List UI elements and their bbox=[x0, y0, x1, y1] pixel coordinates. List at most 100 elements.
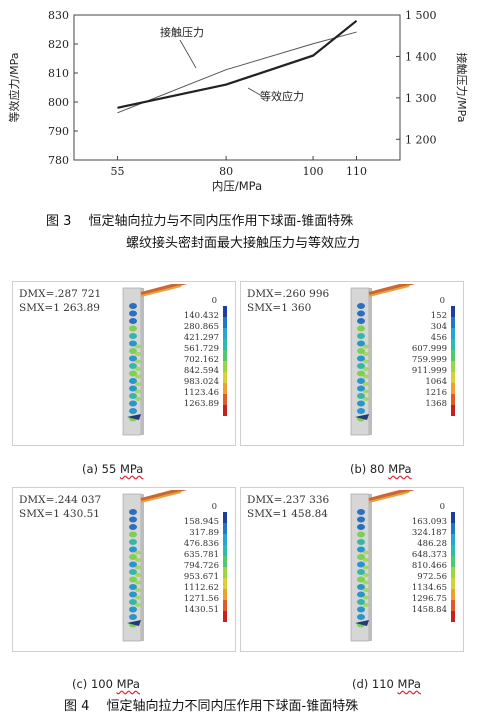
panel-subcaption: (c) 100 MPa bbox=[72, 677, 140, 691]
legend-color-swatch bbox=[451, 317, 455, 328]
x-tick-label: 55 bbox=[110, 165, 124, 178]
legend-value-label: 1430.51 bbox=[183, 605, 219, 615]
legend-value-label: 1271.56 bbox=[183, 594, 219, 604]
smx-label: SMX=1 263.89 bbox=[19, 302, 100, 314]
fig3-line-chart: 55 80 100 110 780 790 800 810 820 830 1 200 1 300 1 … bbox=[7, 9, 469, 193]
legend-value-label: 953.671 bbox=[183, 572, 219, 582]
legend-value-label: 842.594 bbox=[183, 366, 219, 376]
smx-label: SMX=1 430.51 bbox=[19, 508, 100, 520]
legend-value-label: 648.373 bbox=[411, 550, 447, 560]
legend-color-swatch bbox=[223, 383, 227, 394]
y-tick-label: 810 bbox=[48, 67, 69, 80]
annotation-equiv-leader bbox=[247, 87, 263, 97]
legend-color-swatch bbox=[223, 339, 227, 350]
legend-value-label: 1064 bbox=[425, 377, 447, 387]
legend-value-label: 972.56 bbox=[417, 572, 447, 582]
legend-color-swatch bbox=[223, 306, 227, 317]
legend-color-swatch bbox=[451, 328, 455, 339]
legend-color-swatch bbox=[223, 534, 227, 545]
legend-zero-label: 0 bbox=[211, 502, 217, 512]
legend-value-label: 158.945 bbox=[183, 517, 219, 527]
legend-color-swatch bbox=[451, 372, 455, 383]
legend-value-label: 759.999 bbox=[411, 355, 447, 365]
fig4-caption: 图 4 恒定轴向拉力不同内压作用下球面-锥面特殊 bbox=[64, 699, 359, 714]
legend-color-swatch bbox=[223, 578, 227, 589]
legend-color-swatch bbox=[223, 512, 227, 523]
series-equivalent-stress-line bbox=[117, 19, 358, 109]
dmx-label: DMX=.260 996 bbox=[247, 288, 330, 300]
legend-value-label: 486.28 bbox=[417, 539, 447, 549]
legend-value-label: 304 bbox=[430, 322, 447, 332]
legend-color-swatch bbox=[451, 534, 455, 545]
legend-value-label: 456 bbox=[430, 333, 447, 343]
contour-model-image bbox=[122, 490, 188, 642]
fig3-caption-line2: 螺纹接头密封面最大接触压力与等效应力 bbox=[126, 236, 361, 251]
legend-color-swatch bbox=[223, 589, 227, 600]
legend-color-swatch bbox=[451, 405, 455, 416]
legend-zero-label: 0 bbox=[211, 296, 217, 306]
y-tick-label: 780 bbox=[48, 154, 69, 167]
legend-value-label: 324.187 bbox=[411, 528, 447, 538]
legend-value-label: 140.432 bbox=[183, 311, 219, 321]
dmx-label: DMX=.244 037 bbox=[19, 494, 102, 506]
legend-color-swatch bbox=[223, 372, 227, 383]
legend-zero-label: 0 bbox=[439, 502, 445, 512]
legend-color-swatch bbox=[451, 556, 455, 567]
smx-label: SMX=1 360 bbox=[247, 302, 312, 314]
contour-model-image bbox=[122, 284, 188, 436]
legend-color-swatch bbox=[223, 350, 227, 361]
smx-label: SMX=1 458.84 bbox=[247, 508, 328, 520]
legend-color-swatch bbox=[223, 405, 227, 416]
legend-value-label: 421.297 bbox=[183, 333, 219, 343]
contour-model-image bbox=[350, 490, 416, 642]
legend-color-swatch bbox=[451, 306, 455, 317]
legend-color-swatch bbox=[451, 545, 455, 556]
legend-color-swatch bbox=[223, 567, 227, 578]
y-tick-label: 820 bbox=[48, 38, 69, 51]
legend-color-swatch bbox=[451, 383, 455, 394]
legend-value-label: 702.162 bbox=[183, 355, 219, 365]
legend-color-swatch bbox=[451, 339, 455, 350]
panel-subcaption: (b) 80 MPa bbox=[350, 462, 412, 476]
legend-color-swatch bbox=[223, 328, 227, 339]
x-axis-label: 内压/MPa bbox=[212, 179, 262, 193]
legend-color-swatch bbox=[451, 611, 455, 622]
panel-subcaption: (a) 55 MPa bbox=[82, 462, 144, 476]
legend-value-label: 476.836 bbox=[183, 539, 219, 549]
dmx-label: DMX=.237 336 bbox=[247, 494, 330, 506]
annotation-equivalent-stress: 等效应力 bbox=[260, 89, 304, 103]
fea-contour-panel: DMX=.287 721 SMX=1 263.89 0 140.432 280.865 4… bbox=[12, 281, 236, 446]
legend-color-swatch bbox=[223, 317, 227, 328]
legend-color-swatch bbox=[451, 600, 455, 611]
legend-value-label: 983.024 bbox=[183, 377, 219, 387]
legend-value-label: 1458.84 bbox=[411, 605, 447, 615]
dmx-label: DMX=.287 721 bbox=[19, 288, 102, 300]
legend-value-label: 1216 bbox=[425, 388, 447, 398]
legend-color-swatch bbox=[451, 512, 455, 523]
legend-color-swatch bbox=[223, 394, 227, 405]
x-tick-label: 80 bbox=[219, 165, 233, 178]
y2-tick-label: 1 500 bbox=[405, 9, 437, 22]
legend-value-label: 1263.89 bbox=[183, 399, 219, 409]
legend-color-swatch bbox=[451, 578, 455, 589]
legend-value-label: 561.729 bbox=[183, 344, 219, 354]
legend-value-label: 1296.75 bbox=[411, 594, 447, 604]
legend-color-swatch bbox=[451, 350, 455, 361]
y-tick-label: 830 bbox=[48, 9, 69, 22]
legend-value-label: 1368 bbox=[425, 399, 447, 409]
y2-tick-label: 1 200 bbox=[405, 133, 437, 146]
legend-value-label: 163.093 bbox=[411, 517, 447, 527]
legend-color-swatch bbox=[223, 600, 227, 611]
legend-value-label: 911.999 bbox=[411, 366, 447, 376]
legend-value-label: 1123.46 bbox=[183, 388, 219, 398]
legend-color-swatch bbox=[451, 523, 455, 534]
fea-contour-panel: DMX=.237 336 SMX=1 458.84 0 163.093 324.187 4… bbox=[240, 487, 464, 652]
y2-tick-label: 1 400 bbox=[405, 50, 437, 63]
legend-value-label: 794.726 bbox=[183, 561, 219, 571]
legend-value-label: 152 bbox=[430, 311, 447, 321]
legend-color-swatch bbox=[223, 545, 227, 556]
legend-color-swatch bbox=[451, 361, 455, 372]
fea-contour-panel: DMX=.260 996 SMX=1 360 0 152 304 456 607.999 75… bbox=[240, 281, 464, 446]
annotation-contact-leader bbox=[179, 39, 197, 69]
contour-model-image bbox=[350, 284, 416, 436]
